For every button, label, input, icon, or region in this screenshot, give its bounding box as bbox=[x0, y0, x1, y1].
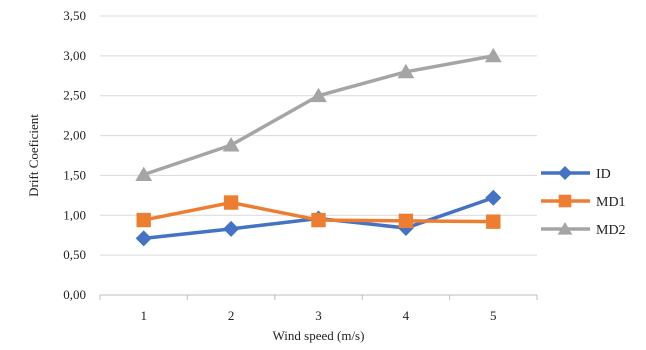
y-tick-label: 0,50 bbox=[63, 247, 86, 262]
legend-label: MD1 bbox=[596, 195, 626, 210]
y-tick-label: 3,00 bbox=[63, 48, 86, 63]
x-tick-label: 5 bbox=[490, 308, 497, 323]
data-point bbox=[485, 189, 502, 206]
x-tick-label: 2 bbox=[228, 308, 235, 323]
y-tick-label: 1,50 bbox=[63, 167, 86, 182]
data-point bbox=[311, 212, 326, 228]
data-point bbox=[136, 212, 151, 228]
legend-marker bbox=[558, 166, 572, 180]
legend-item: MD2 bbox=[541, 222, 626, 238]
data-point bbox=[135, 166, 153, 182]
data-point bbox=[397, 63, 415, 79]
x-tick-label: 3 bbox=[315, 308, 322, 323]
series bbox=[135, 47, 502, 247]
data-point bbox=[486, 214, 501, 229]
x-tick-label: 4 bbox=[403, 308, 410, 323]
series-md1 bbox=[136, 195, 501, 229]
y-tick-label: 1,00 bbox=[63, 207, 86, 222]
data-point bbox=[223, 220, 240, 237]
y-tick-labels: 0,00 0,50 1,00 1,50 2,00 2,50 3,00 3,50 bbox=[63, 8, 86, 302]
data-point bbox=[484, 47, 502, 63]
legend-marker bbox=[557, 222, 573, 235]
y-tick-label: 2,50 bbox=[63, 88, 86, 103]
y-tick-label: 3,50 bbox=[63, 8, 86, 23]
data-point bbox=[398, 213, 414, 229]
data-point bbox=[310, 87, 327, 103]
legend-label: ID bbox=[596, 167, 611, 182]
series-md2 bbox=[135, 47, 502, 182]
data-point bbox=[135, 230, 152, 247]
y-axis-title: Drift Coeficient bbox=[26, 114, 41, 197]
legend-label: MD2 bbox=[596, 223, 626, 238]
legend: ID MD1 MD2 bbox=[541, 166, 626, 238]
y-tick-label: 0,00 bbox=[63, 287, 86, 302]
x-tick-labels: 1 2 3 4 5 bbox=[99, 295, 538, 323]
legend-item: MD1 bbox=[541, 194, 626, 210]
x-axis-title: Wind speed (m/s) bbox=[273, 328, 365, 343]
series-line bbox=[141, 54, 496, 177]
data-point bbox=[222, 137, 240, 152]
data-point bbox=[223, 195, 239, 210]
legend-marker bbox=[558, 194, 572, 208]
y-tick-label: 2,00 bbox=[63, 128, 86, 143]
x-tick-label: 1 bbox=[140, 308, 147, 323]
legend-item: ID bbox=[541, 166, 611, 182]
